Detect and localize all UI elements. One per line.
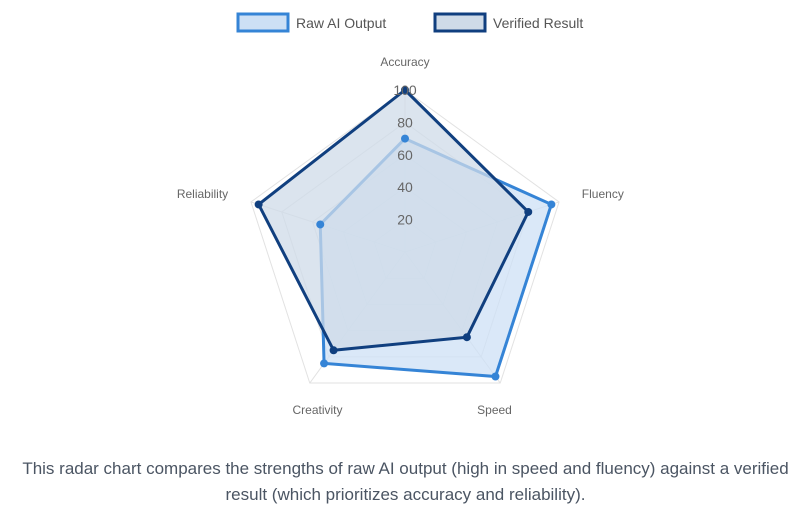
radar-axis-labels: Accuracy Fluency Speed Creativity Reliabilit… bbox=[177, 55, 624, 417]
tick-label-100: 100 bbox=[393, 82, 417, 98]
legend-item-raw-ai-output: Raw AI Output bbox=[236, 12, 386, 33]
point-verified-result-fluency bbox=[524, 207, 533, 216]
grid-ring-100 bbox=[250, 89, 560, 384]
radar-series bbox=[254, 86, 556, 381]
axis-label-accuracy: Accuracy bbox=[380, 55, 429, 69]
point-verified-result-reliability bbox=[254, 200, 263, 209]
chart-legend: Raw AI Output Verified Result bbox=[236, 12, 583, 33]
tick-label-60: 60 bbox=[397, 147, 413, 163]
tick-label-20: 20 bbox=[397, 212, 413, 228]
radar-tick-labels: 20 40 60 80 100 bbox=[393, 82, 417, 228]
point-verified-result-accuracy bbox=[401, 86, 409, 94]
axis-label-creativity: Creativity bbox=[292, 403, 342, 417]
legend-label-raw-ai-output: Raw AI Output bbox=[296, 15, 386, 31]
series-area-verified-result bbox=[256, 88, 531, 352]
radar-chart: Raw AI Output Verified Result 20 40 60 80 100… bbox=[177, 12, 624, 417]
point-raw-ai-output-accuracy bbox=[401, 134, 409, 143]
legend-item-verified-result: Verified Result bbox=[433, 12, 583, 33]
axis-label-speed: Speed bbox=[477, 403, 512, 417]
point-verified-result-creativity bbox=[329, 346, 338, 355]
tick-label-80: 80 bbox=[397, 114, 413, 130]
tick-label-40: 40 bbox=[397, 179, 413, 195]
point-raw-ai-output-fluency bbox=[547, 200, 556, 209]
legend-swatch-verified-result bbox=[433, 12, 487, 33]
point-verified-result-speed bbox=[462, 333, 471, 342]
point-raw-ai-output-creativity bbox=[320, 359, 329, 368]
legend-label-verified-result: Verified Result bbox=[493, 15, 583, 31]
axis-label-fluency: Fluency bbox=[582, 187, 624, 201]
chart-caption: This radar chart compares the strengths … bbox=[22, 459, 789, 504]
axis-label-reliability: Reliability bbox=[177, 187, 228, 201]
legend-swatch-raw-ai-output bbox=[236, 12, 290, 33]
point-raw-ai-output-reliability bbox=[316, 220, 325, 229]
point-raw-ai-output-speed bbox=[491, 372, 500, 381]
